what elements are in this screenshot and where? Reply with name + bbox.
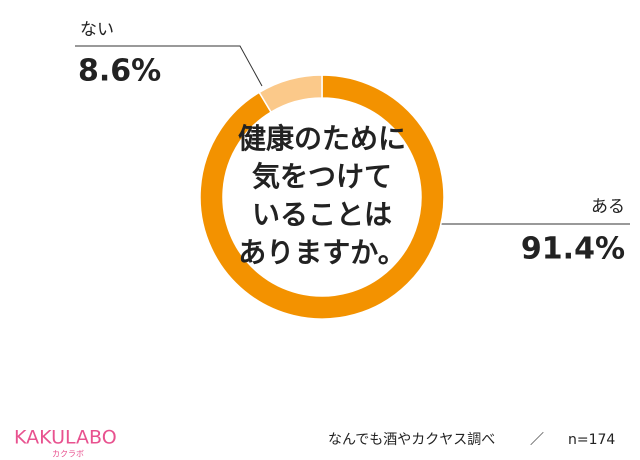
leader-line (75, 45, 263, 87)
value-label: 8.6% (78, 54, 161, 89)
donut-segment (199, 74, 445, 320)
center-line: ありますか。 (238, 236, 405, 269)
separator: ／ (530, 432, 544, 448)
sample-size: n=174 (568, 432, 615, 448)
donut-segment (258, 74, 323, 114)
center-line: いることは (252, 198, 392, 231)
brand: KAKULABO (14, 427, 117, 449)
category-label: ある (591, 197, 625, 217)
value-label: 91.4% (521, 232, 625, 267)
source: なんでも酒やカクヤス調べ (328, 432, 495, 448)
center-line: 気をつけて (252, 160, 392, 193)
category-label: ない (80, 20, 114, 40)
center-line: 健康のために (238, 122, 406, 155)
brand-sub: カクラボ (52, 450, 84, 459)
